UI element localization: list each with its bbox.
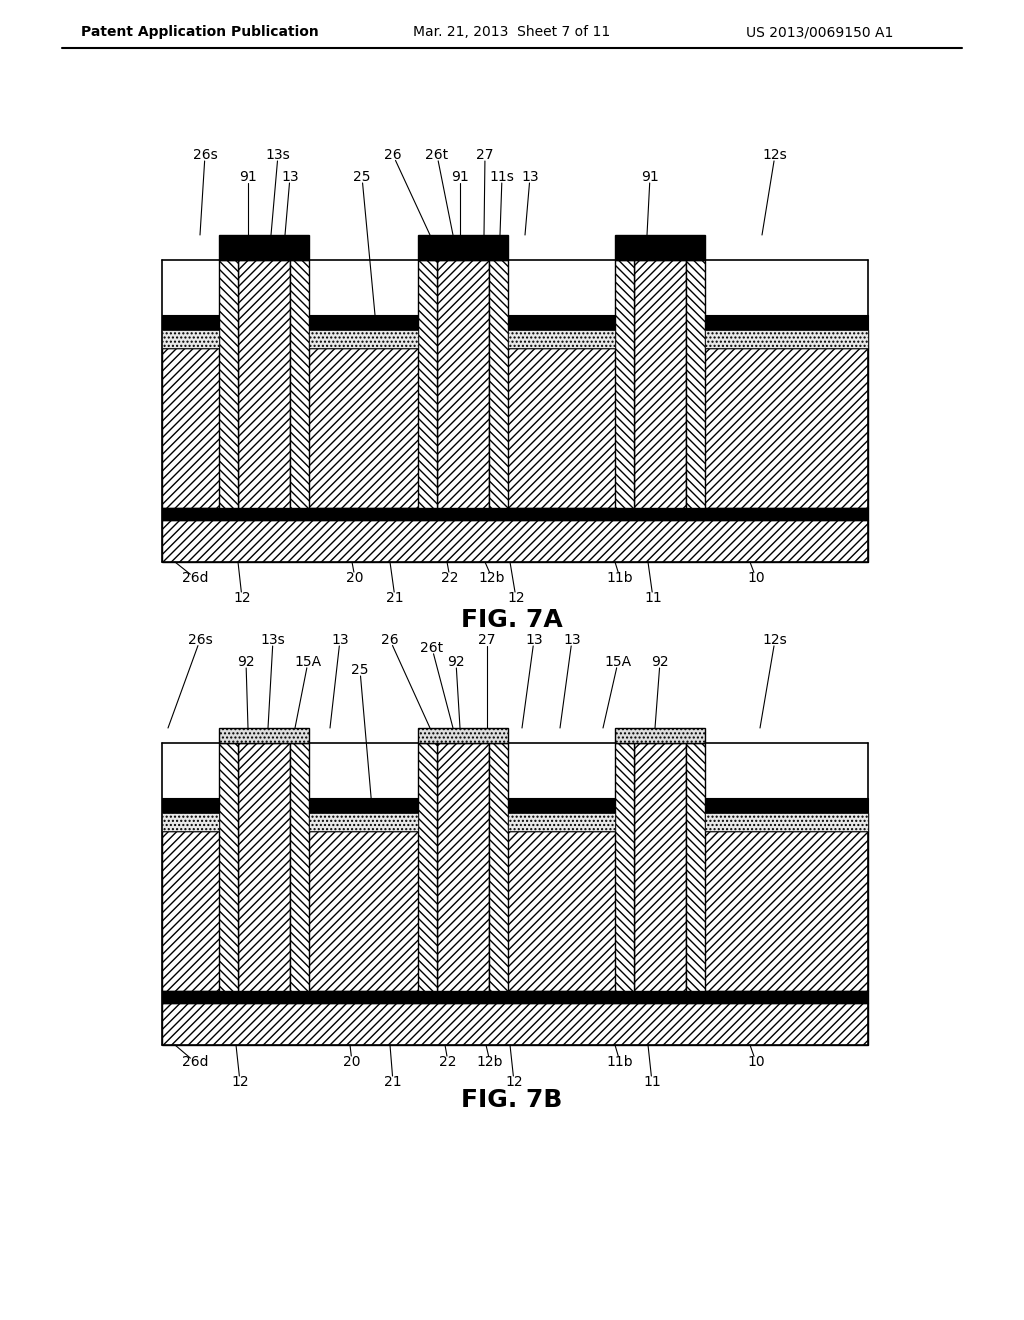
Text: 25: 25 bbox=[353, 170, 371, 183]
Bar bbox=[418, 743, 437, 991]
Bar bbox=[309, 330, 418, 348]
Text: 26t: 26t bbox=[425, 148, 449, 162]
Bar bbox=[162, 813, 219, 832]
Text: 13: 13 bbox=[525, 634, 543, 647]
Bar bbox=[162, 813, 868, 832]
Bar bbox=[634, 260, 686, 508]
Text: 26t: 26t bbox=[421, 642, 443, 655]
Text: 27: 27 bbox=[476, 148, 494, 162]
Bar bbox=[615, 729, 705, 743]
Text: Patent Application Publication: Patent Application Publication bbox=[81, 25, 318, 40]
Bar bbox=[162, 991, 868, 1003]
Bar bbox=[418, 260, 437, 508]
Text: FIG. 7A: FIG. 7A bbox=[461, 609, 563, 632]
Bar bbox=[705, 330, 868, 348]
Text: 25: 25 bbox=[351, 663, 369, 677]
Text: 91: 91 bbox=[452, 170, 469, 183]
Text: 10: 10 bbox=[748, 1055, 765, 1069]
Bar bbox=[437, 743, 489, 991]
Bar bbox=[238, 260, 290, 508]
Bar bbox=[162, 348, 868, 508]
Bar bbox=[162, 832, 868, 991]
Text: 22: 22 bbox=[441, 572, 459, 585]
Text: 13: 13 bbox=[521, 170, 539, 183]
Text: 11s: 11s bbox=[489, 170, 514, 183]
Text: 12b: 12b bbox=[479, 572, 505, 585]
Text: 13: 13 bbox=[563, 634, 581, 647]
Text: 12: 12 bbox=[233, 591, 251, 605]
Bar bbox=[508, 330, 615, 348]
Text: 13s: 13s bbox=[265, 148, 291, 162]
Text: 26s: 26s bbox=[187, 634, 212, 647]
Bar bbox=[686, 260, 705, 508]
Bar bbox=[686, 743, 705, 991]
Bar bbox=[219, 743, 238, 991]
Text: 26s: 26s bbox=[193, 148, 217, 162]
Bar bbox=[418, 235, 508, 260]
Bar bbox=[219, 729, 309, 743]
Text: 11b: 11b bbox=[606, 1055, 633, 1069]
Text: 20: 20 bbox=[343, 1055, 360, 1069]
Text: Mar. 21, 2013  Sheet 7 of 11: Mar. 21, 2013 Sheet 7 of 11 bbox=[414, 25, 610, 40]
Bar bbox=[162, 1003, 868, 1045]
Bar bbox=[437, 260, 489, 508]
Text: 12s: 12s bbox=[763, 634, 787, 647]
Text: US 2013/0069150 A1: US 2013/0069150 A1 bbox=[746, 25, 894, 40]
Bar bbox=[309, 813, 418, 832]
Text: 26: 26 bbox=[384, 148, 401, 162]
Bar bbox=[162, 330, 219, 348]
Text: 20: 20 bbox=[346, 572, 364, 585]
Text: 11: 11 bbox=[644, 591, 662, 605]
Text: 92: 92 bbox=[651, 655, 669, 669]
Bar bbox=[634, 743, 686, 991]
Text: 12: 12 bbox=[507, 591, 525, 605]
Text: 21: 21 bbox=[386, 591, 403, 605]
Text: 11b: 11b bbox=[606, 572, 633, 585]
Text: 10: 10 bbox=[748, 572, 765, 585]
Text: 92: 92 bbox=[447, 655, 465, 669]
Bar bbox=[219, 260, 238, 508]
Text: FIG. 7B: FIG. 7B bbox=[462, 1088, 562, 1111]
Text: 13: 13 bbox=[331, 634, 349, 647]
Text: 26d: 26d bbox=[181, 572, 208, 585]
Bar bbox=[615, 235, 705, 260]
Text: 11: 11 bbox=[643, 1074, 660, 1089]
Bar bbox=[219, 235, 309, 260]
Bar bbox=[508, 813, 615, 832]
Bar bbox=[290, 260, 309, 508]
Text: 92: 92 bbox=[238, 655, 255, 669]
Text: 13: 13 bbox=[282, 170, 299, 183]
Bar bbox=[615, 260, 634, 508]
Bar bbox=[162, 315, 868, 330]
Text: 22: 22 bbox=[439, 1055, 457, 1069]
Bar bbox=[489, 743, 508, 991]
Text: 27: 27 bbox=[478, 634, 496, 647]
Text: 91: 91 bbox=[641, 170, 658, 183]
Bar bbox=[418, 729, 508, 743]
Text: 12: 12 bbox=[231, 1074, 249, 1089]
Bar bbox=[162, 330, 868, 348]
Text: 15A: 15A bbox=[604, 655, 632, 669]
Text: 12: 12 bbox=[505, 1074, 523, 1089]
Bar bbox=[162, 508, 868, 520]
Text: 12b: 12b bbox=[477, 1055, 503, 1069]
Bar bbox=[162, 799, 868, 813]
Bar bbox=[238, 743, 290, 991]
Text: 13s: 13s bbox=[261, 634, 286, 647]
Text: 91: 91 bbox=[240, 170, 257, 183]
Text: 21: 21 bbox=[384, 1074, 401, 1089]
Bar bbox=[489, 260, 508, 508]
Text: 15A: 15A bbox=[295, 655, 322, 669]
Bar bbox=[290, 743, 309, 991]
Text: 26: 26 bbox=[381, 634, 398, 647]
Bar bbox=[705, 813, 868, 832]
Text: 26d: 26d bbox=[181, 1055, 208, 1069]
Bar bbox=[615, 743, 634, 991]
Bar bbox=[162, 520, 868, 562]
Text: 12s: 12s bbox=[763, 148, 787, 162]
